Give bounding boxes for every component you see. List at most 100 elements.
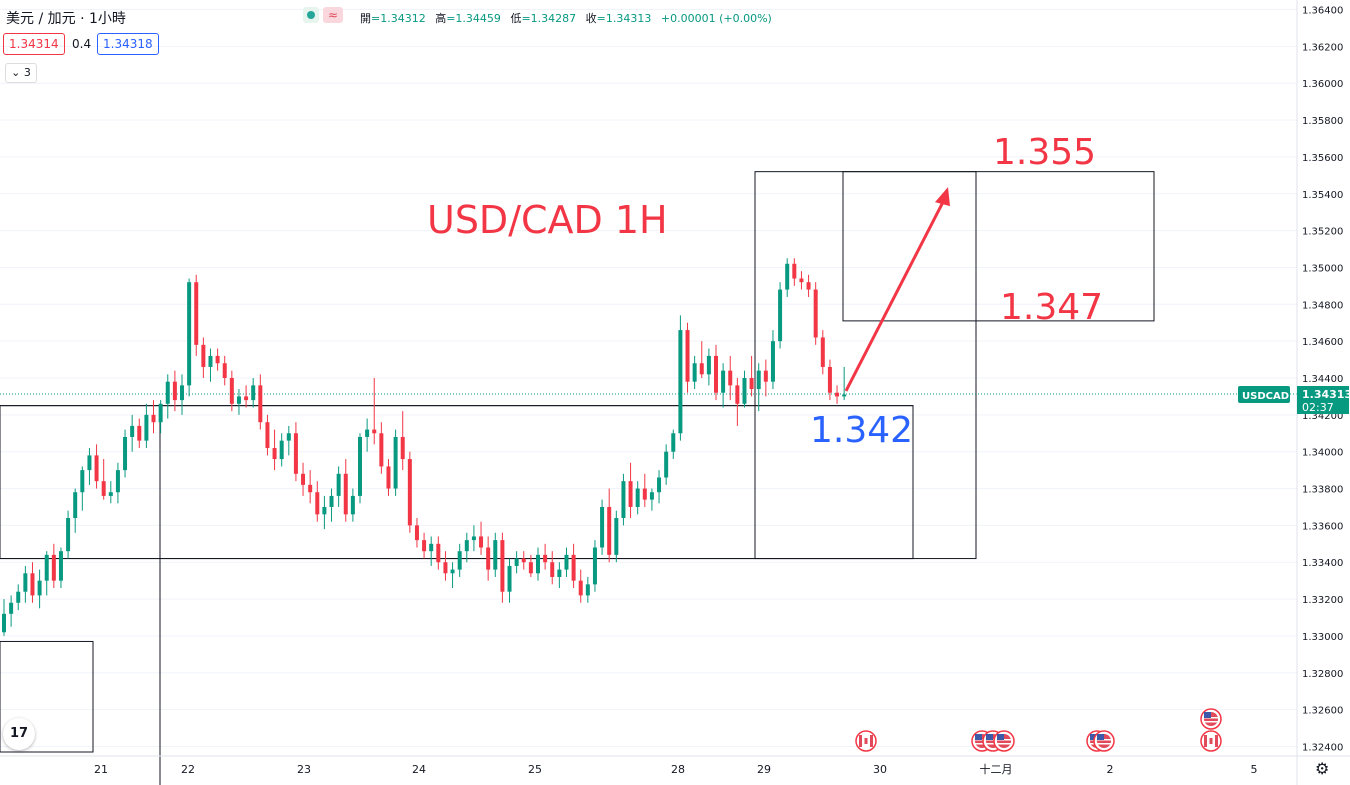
candle-body — [94, 455, 99, 482]
candle-body — [799, 278, 804, 283]
candle-body — [578, 580, 583, 596]
zone-rectangle — [754, 171, 977, 560]
market-status[interactable]: ≈ — [303, 7, 343, 23]
candle-body — [172, 381, 177, 401]
candle-body — [507, 565, 512, 592]
candle-body — [464, 540, 469, 552]
candle-body — [123, 436, 128, 471]
price-tick-label: 1.34800 — [1302, 300, 1343, 311]
candle-body — [692, 363, 697, 382]
chart-title: USD/CAD 1H — [427, 198, 668, 242]
candle-body — [37, 580, 42, 596]
zone-rectangle — [0, 405, 914, 560]
candle-body — [372, 429, 377, 434]
sell-button[interactable]: 1.34314 — [3, 33, 65, 55]
candle-body — [649, 492, 654, 500]
flag-canton — [975, 734, 982, 740]
symbol-tag-label: USDCAD — [1242, 391, 1289, 402]
candle-body — [358, 436, 362, 496]
first-target-label: 1.347 — [1000, 287, 1103, 328]
candle-body — [165, 381, 170, 404]
candle-body — [621, 481, 626, 519]
market-open-icon — [303, 7, 319, 23]
us-flag-icon[interactable] — [993, 730, 1015, 752]
candle-body — [671, 433, 676, 452]
candle-body — [151, 414, 156, 423]
candle-body — [592, 547, 597, 585]
indicators-toggle-button[interactable]: ⌄ 3 — [5, 63, 37, 83]
candle-body — [600, 506, 605, 548]
candle-body — [279, 440, 284, 460]
time-tick-label: 29 — [757, 763, 771, 776]
price-tick-label: 1.34600 — [1302, 337, 1343, 348]
price-tick-label: 1.33800 — [1302, 485, 1343, 496]
economic-event-flags[interactable] — [855, 708, 1222, 752]
us-flag-icon[interactable] — [1093, 730, 1115, 752]
candle-body — [329, 495, 334, 507]
price-tick-label: 1.34000 — [1302, 448, 1343, 459]
tradingview-logo[interactable]: 17 — [3, 718, 35, 750]
candle-body — [699, 363, 704, 375]
candle-body — [550, 562, 555, 577]
candle-body — [251, 385, 256, 401]
candle-body — [450, 569, 455, 574]
price-axis[interactable]: 1.36400 1.36200 1.36000 1.35800 1.35600 1.354… — [1296, 0, 1343, 785]
price-grid — [0, 9, 1297, 747]
buy-button[interactable]: 1.34318 — [97, 33, 159, 55]
price-tick-label: 1.33000 — [1302, 632, 1343, 643]
candle-body — [66, 518, 71, 552]
candle-body — [457, 551, 462, 570]
flag-stripe — [997, 743, 1011, 745]
us-flag-icon[interactable] — [1200, 708, 1222, 730]
candle-body — [813, 289, 818, 338]
candle-body — [343, 473, 348, 515]
candle-body — [137, 425, 142, 441]
candle-body — [642, 488, 647, 500]
price-tick-label: 1.34200 — [1302, 411, 1343, 422]
candle-body — [528, 562, 533, 574]
flag-canton — [997, 734, 1004, 740]
candle-body — [194, 282, 199, 345]
flag-stripe — [986, 743, 1000, 745]
maple-leaf-icon — [1209, 738, 1213, 744]
candle-body — [130, 425, 135, 437]
time-tick-label: 十二月 — [980, 762, 1013, 776]
candle-body — [557, 569, 562, 577]
candle-body — [429, 543, 434, 552]
canada-flag-icon[interactable] — [1200, 730, 1222, 752]
candle-body — [180, 385, 184, 401]
candle-body — [293, 433, 298, 474]
candle-body — [685, 330, 690, 382]
candle-body — [564, 554, 569, 570]
candle-body — [101, 481, 106, 496]
candle-body — [735, 385, 740, 404]
gear-icon[interactable]: ⚙ — [1315, 759, 1330, 778]
time-tick-label: 28 — [671, 763, 685, 776]
candle-body — [9, 602, 14, 614]
time-axis[interactable]: 21 22 23 24 25 28 29 30 十二月 2 5 — [0, 755, 1350, 776]
support-price-label: 1.342 — [810, 410, 913, 451]
candle-body — [272, 448, 277, 460]
price-tick-label: 1.33400 — [1302, 558, 1343, 569]
symbol-title[interactable]: 美元 / 加元 · 1小時 — [6, 11, 126, 27]
time-tick-label: 21 — [94, 763, 108, 776]
price-tick-label: 1.35000 — [1302, 263, 1343, 274]
ohlc-readout: 開=1.34312 高=1.34459 低=1.34287 收=1.34313 … — [360, 12, 772, 25]
time-tick-label: 2 — [1107, 763, 1114, 776]
candle-body — [514, 558, 519, 566]
flag-canton — [1204, 712, 1211, 718]
canada-flag-icon[interactable] — [855, 730, 877, 752]
candle-body — [407, 459, 412, 526]
candle-body — [308, 484, 313, 493]
candle-body — [635, 488, 640, 507]
candle-body — [187, 282, 192, 386]
candle-body — [258, 385, 263, 423]
flag-canton — [1090, 734, 1097, 740]
candle-body — [244, 396, 249, 401]
candle-body — [493, 540, 498, 570]
candle-body — [350, 495, 355, 515]
price-tick-label: 1.34400 — [1302, 374, 1343, 385]
candle-body — [301, 473, 306, 485]
maple-leaf-icon — [864, 738, 868, 744]
